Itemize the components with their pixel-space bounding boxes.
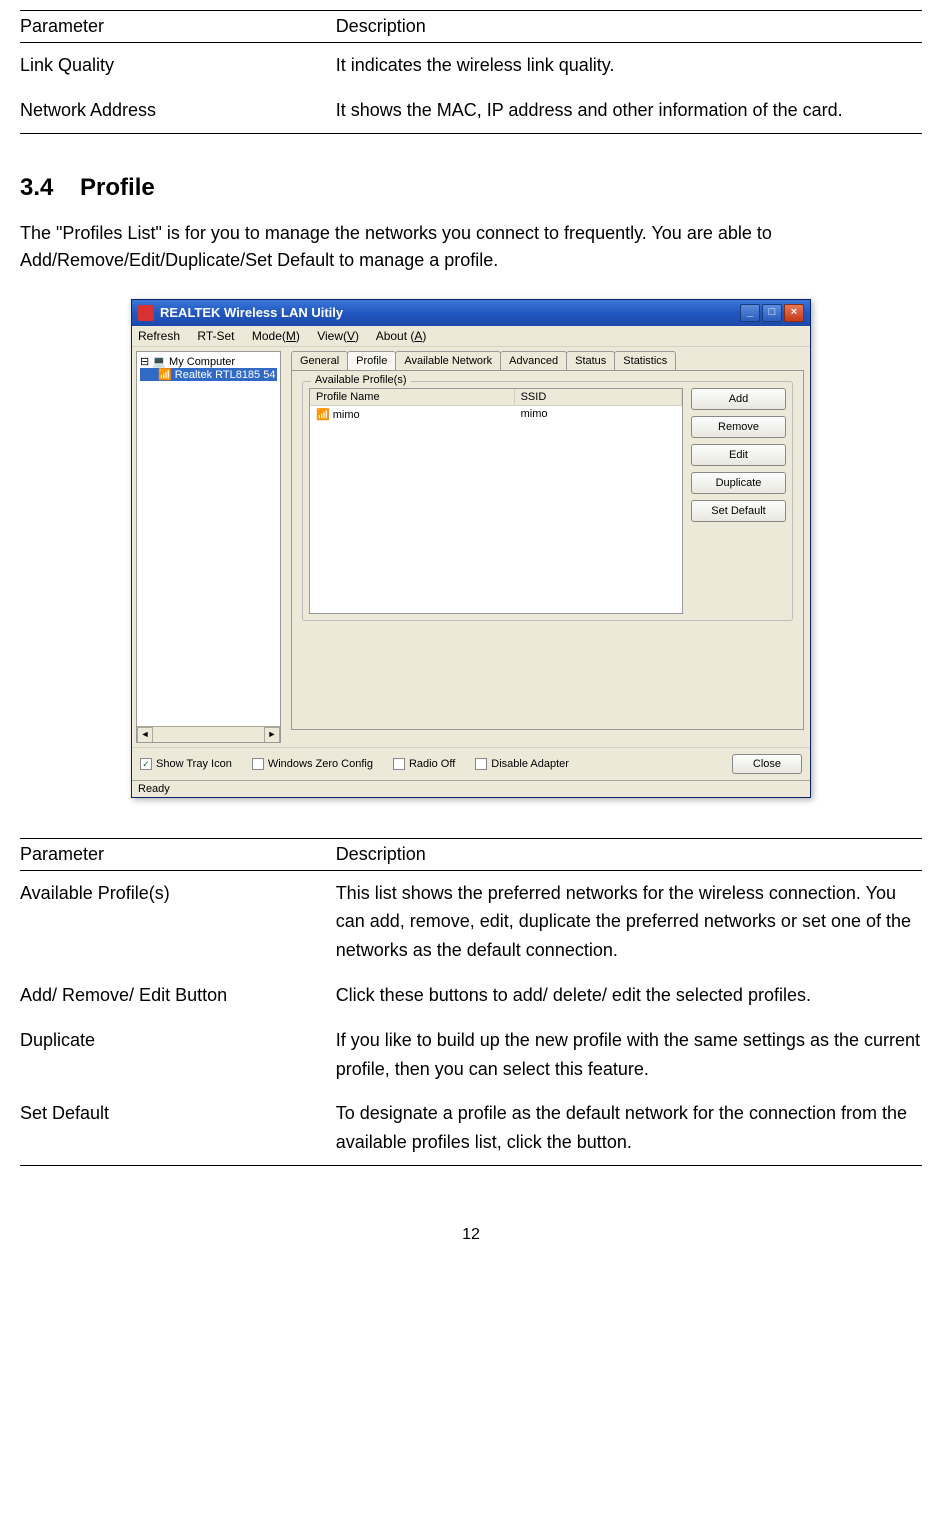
table-header-desc: Description	[336, 11, 922, 43]
close-button[interactable]: ×	[784, 304, 804, 322]
titlebar: REALTEK Wireless LAN Uitily _ □ ×	[132, 300, 810, 326]
tab-bar: General Profile Available Network Advanc…	[291, 351, 804, 370]
desc-cell: Click these buttons to add/ delete/ edit…	[336, 973, 922, 1018]
minimize-button[interactable]: _	[740, 304, 760, 322]
tab-available-network[interactable]: Available Network	[395, 351, 501, 370]
table-header-desc: Description	[336, 838, 922, 870]
window-title: REALTEK Wireless LAN Uitily	[160, 305, 343, 320]
close-app-button[interactable]: Close	[732, 754, 802, 774]
table-row: Duplicate If you like to build up the ne…	[20, 1018, 922, 1092]
scroll-left-button[interactable]: ◄	[137, 727, 153, 743]
menu-about[interactable]: About (A)	[376, 329, 427, 343]
section-title: Profile	[80, 174, 155, 201]
parameter-table-2: Parameter Description Available Profile(…	[20, 838, 922, 1166]
desc-cell: To designate a profile as the default ne…	[336, 1091, 922, 1165]
edit-button[interactable]: Edit	[691, 444, 786, 466]
bottom-bar: ✓Show Tray Icon Windows Zero Config Radi…	[132, 747, 810, 780]
menu-rtset[interactable]: RT-Set	[197, 329, 234, 343]
maximize-button[interactable]: □	[762, 304, 782, 322]
list-header-ssid[interactable]: SSID	[515, 389, 682, 405]
disable-adapter-checkbox[interactable]: Disable Adapter	[475, 758, 569, 770]
tab-status[interactable]: Status	[566, 351, 615, 370]
add-button[interactable]: Add	[691, 388, 786, 410]
param-cell: Available Profile(s)	[20, 870, 336, 973]
table-row: Available Profile(s) This list shows the…	[20, 870, 922, 973]
set-default-button[interactable]: Set Default	[691, 500, 786, 522]
tree-child-selected[interactable]: 📶 Realtek RTL8185 54	[140, 368, 277, 381]
tree-root[interactable]: ⊟ 💻 My Computer	[140, 355, 277, 368]
app-icon	[138, 305, 154, 321]
table-row: Add/ Remove/ Edit Button Click these but…	[20, 973, 922, 1018]
section-heading: 3.4 Profile	[20, 174, 922, 202]
table-row: Link Quality It indicates the wireless l…	[20, 43, 922, 88]
param-cell: Duplicate	[20, 1018, 336, 1092]
remove-button[interactable]: Remove	[691, 416, 786, 438]
table-row: Set Default To designate a profile as th…	[20, 1091, 922, 1165]
tab-general[interactable]: General	[291, 351, 348, 370]
menu-refresh[interactable]: Refresh	[138, 329, 180, 343]
list-header-name[interactable]: Profile Name	[310, 389, 515, 405]
menu-view[interactable]: View(V)	[317, 329, 359, 343]
param-cell: Set Default	[20, 1091, 336, 1165]
profile-list[interactable]: Profile Name SSID 📶 mimo mimo	[309, 388, 683, 614]
status-bar: Ready	[132, 780, 810, 797]
available-profiles-group: Available Profile(s) Profile Name SSID 📶…	[302, 381, 793, 621]
scroll-right-button[interactable]: ►	[264, 727, 280, 743]
desc-cell: It indicates the wireless link quality.	[336, 43, 922, 88]
tab-advanced[interactable]: Advanced	[500, 351, 567, 370]
menubar: Refresh RT-Set Mode(M) View(V) About (A)	[132, 326, 810, 347]
windows-zero-checkbox[interactable]: Windows Zero Config	[252, 758, 373, 770]
menu-mode[interactable]: Mode(M)	[252, 329, 300, 343]
desc-cell: It shows the MAC, IP address and other i…	[336, 88, 922, 133]
param-cell: Link Quality	[20, 43, 336, 88]
page-number: 12	[20, 1226, 922, 1244]
tab-statistics[interactable]: Statistics	[614, 351, 676, 370]
param-cell: Add/ Remove/ Edit Button	[20, 973, 336, 1018]
table-row: Network Address It shows the MAC, IP add…	[20, 88, 922, 133]
tab-profile[interactable]: Profile	[347, 351, 396, 370]
radio-off-checkbox[interactable]: Radio Off	[393, 758, 455, 770]
group-label: Available Profile(s)	[311, 374, 411, 386]
param-cell: Network Address	[20, 88, 336, 133]
table-header-param: Parameter	[20, 838, 336, 870]
desc-cell: This list shows the preferred networks f…	[336, 870, 922, 973]
parameter-table-1: Parameter Description Link Quality It in…	[20, 10, 922, 134]
table-header-param: Parameter	[20, 11, 336, 43]
tab-panel-profile: Available Profile(s) Profile Name SSID 📶…	[291, 370, 804, 730]
app-window: REALTEK Wireless LAN Uitily _ □ × Refres…	[131, 299, 811, 798]
tree-scrollbar[interactable]: ◄ ►	[137, 726, 280, 742]
screenshot-figure: REALTEK Wireless LAN Uitily _ □ × Refres…	[20, 299, 922, 798]
list-item[interactable]: 📶 mimo mimo	[310, 406, 682, 423]
section-body: The "Profiles List" is for you to manage…	[20, 220, 922, 274]
duplicate-button[interactable]: Duplicate	[691, 472, 786, 494]
desc-cell: If you like to build up the new profile …	[336, 1018, 922, 1092]
device-tree[interactable]: ⊟ 💻 My Computer 📶 Realtek RTL8185 54 ◄ ►	[136, 351, 281, 743]
section-number: 3.4	[20, 174, 53, 201]
show-tray-checkbox[interactable]: ✓Show Tray Icon	[140, 758, 232, 770]
